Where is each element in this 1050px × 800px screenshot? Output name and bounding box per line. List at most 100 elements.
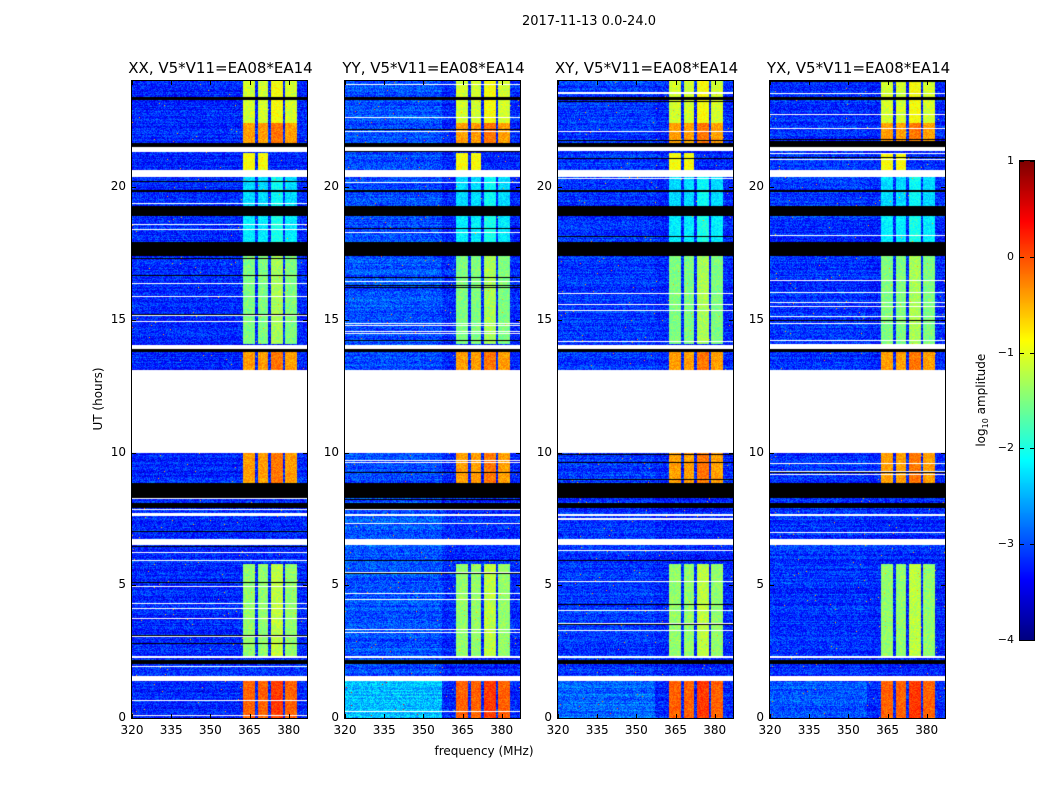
spectrogram-image: [345, 81, 520, 718]
x-tick-label: 380: [277, 723, 301, 737]
y-tick-label: 0: [331, 710, 339, 724]
x-tick-label: 320: [120, 723, 144, 737]
y-tick: [516, 319, 521, 321]
spectrogram-image: [558, 81, 733, 718]
colorbar-tick-label: −2: [997, 441, 1014, 455]
colorbar-tick: [1030, 256, 1034, 258]
y-tick: [729, 319, 734, 321]
figure-title: 2017-11-13 0.0-24.0: [522, 14, 656, 29]
colorbar-tick: [1030, 640, 1034, 641]
y-tick-label: 5: [544, 577, 552, 592]
x-tick: [558, 714, 559, 719]
y-tick: [303, 718, 308, 719]
y-tick: [303, 585, 308, 587]
x-tick: [714, 714, 716, 719]
y-tick: [941, 187, 946, 189]
panel-title: YX, V5*V11=EA08*EA14: [766, 59, 951, 77]
y-tick: [131, 187, 136, 189]
x-tick: [558, 80, 559, 85]
x-tick: [675, 714, 677, 719]
x-tick: [675, 80, 677, 85]
y-tick: [557, 187, 562, 189]
y-tick-label: 5: [331, 577, 339, 592]
y-tick: [344, 585, 349, 587]
spectrogram-panel-4: YX, V5*V11=EA08*EA14 320 335 350 365 380 0 5 10 1…: [749, 59, 950, 737]
y-tick-label: 0: [118, 710, 126, 724]
x-tick: [132, 714, 133, 719]
colorbar-tick: [1020, 448, 1024, 450]
y-tick-label: 10: [748, 444, 764, 459]
y-tick: [557, 319, 562, 321]
x-tick: [249, 80, 251, 85]
x-tick-label: 380: [490, 723, 514, 737]
x-axis-label: frequency (MHz): [434, 744, 534, 758]
x-tick-label: 380: [915, 723, 939, 737]
y-tick: [303, 319, 308, 321]
x-tick: [288, 80, 290, 85]
x-tick: [345, 80, 346, 85]
panel-title: XX, V5*V11=EA08*EA14: [128, 59, 313, 77]
y-tick: [344, 187, 349, 189]
colorbar-tick: [1030, 161, 1034, 162]
x-tick-label: 365: [664, 723, 687, 737]
colorbar-tick-label: 1: [1007, 154, 1014, 167]
colorbar-tick: [1020, 161, 1024, 162]
colorbar-tick: [1030, 544, 1034, 546]
y-tick: [131, 585, 136, 587]
y-tick: [516, 187, 521, 189]
x-tick-label: 365: [238, 723, 261, 737]
colorbar-tick: [1030, 352, 1034, 354]
panel-title: XY, V5*V11=EA08*EA14: [554, 59, 739, 77]
x-tick: [210, 714, 212, 719]
y-tick-label: 15: [110, 311, 126, 326]
y-tick-label: 15: [536, 311, 552, 326]
x-tick: [384, 714, 386, 719]
x-tick: [597, 714, 599, 719]
y-tick: [516, 718, 521, 719]
x-tick-label: 365: [876, 723, 899, 737]
x-tick-label: 350: [411, 723, 435, 737]
y-tick: [303, 452, 308, 454]
y-tick-label: 20: [110, 179, 126, 194]
x-tick: [501, 80, 503, 85]
colorbar: 1 0 −1 −2 −3 −4: [998, 154, 1035, 646]
y-tick-label: 10: [110, 444, 126, 459]
y-tick-label: 20: [536, 179, 552, 194]
y-tick: [557, 718, 562, 719]
y-tick: [941, 452, 946, 454]
y-tick: [557, 452, 562, 454]
x-tick: [171, 80, 173, 85]
y-tick: [131, 319, 136, 321]
x-tick: [423, 714, 425, 719]
x-tick: [171, 714, 173, 719]
colorbar-tick: [1030, 448, 1034, 450]
y-tick: [344, 319, 349, 321]
y-tick-label: 20: [748, 179, 764, 194]
x-tick: [848, 714, 850, 719]
y-tick-label: 0: [756, 710, 764, 724]
x-tick: [597, 80, 599, 85]
spectrogram-panel-3: XY, V5*V11=EA08*EA14 320 335 350 365 380 0 5 10 1…: [537, 59, 738, 737]
colorbar-tick: [1020, 640, 1024, 641]
colorbar-tick-label: 0: [1007, 249, 1014, 263]
x-tick-label: 320: [333, 723, 357, 737]
x-tick: [345, 714, 346, 719]
x-tick: [462, 80, 464, 85]
y-tick: [941, 585, 946, 587]
x-tick-label: 350: [198, 723, 222, 737]
colorbar-tick: [1020, 544, 1024, 546]
x-tick-label: 320: [758, 723, 782, 737]
y-tick-label: 15: [323, 311, 339, 326]
y-tick: [769, 319, 774, 321]
x-tick-label: 380: [703, 723, 727, 737]
spectrogram-panel-2: YY, V5*V11=EA08*EA14 320 335 350 365 380 0 5 10 1…: [324, 59, 525, 737]
y-tick: [941, 718, 946, 719]
colorbar-tick: [1020, 256, 1024, 258]
colorbar-gradient: [1020, 161, 1034, 640]
x-tick: [809, 80, 811, 85]
y-tick-label: 5: [756, 577, 764, 592]
y-tick-label: 20: [323, 179, 339, 194]
x-tick: [848, 80, 850, 85]
x-tick-label: 335: [372, 723, 396, 737]
x-tick-label: 335: [159, 723, 183, 737]
